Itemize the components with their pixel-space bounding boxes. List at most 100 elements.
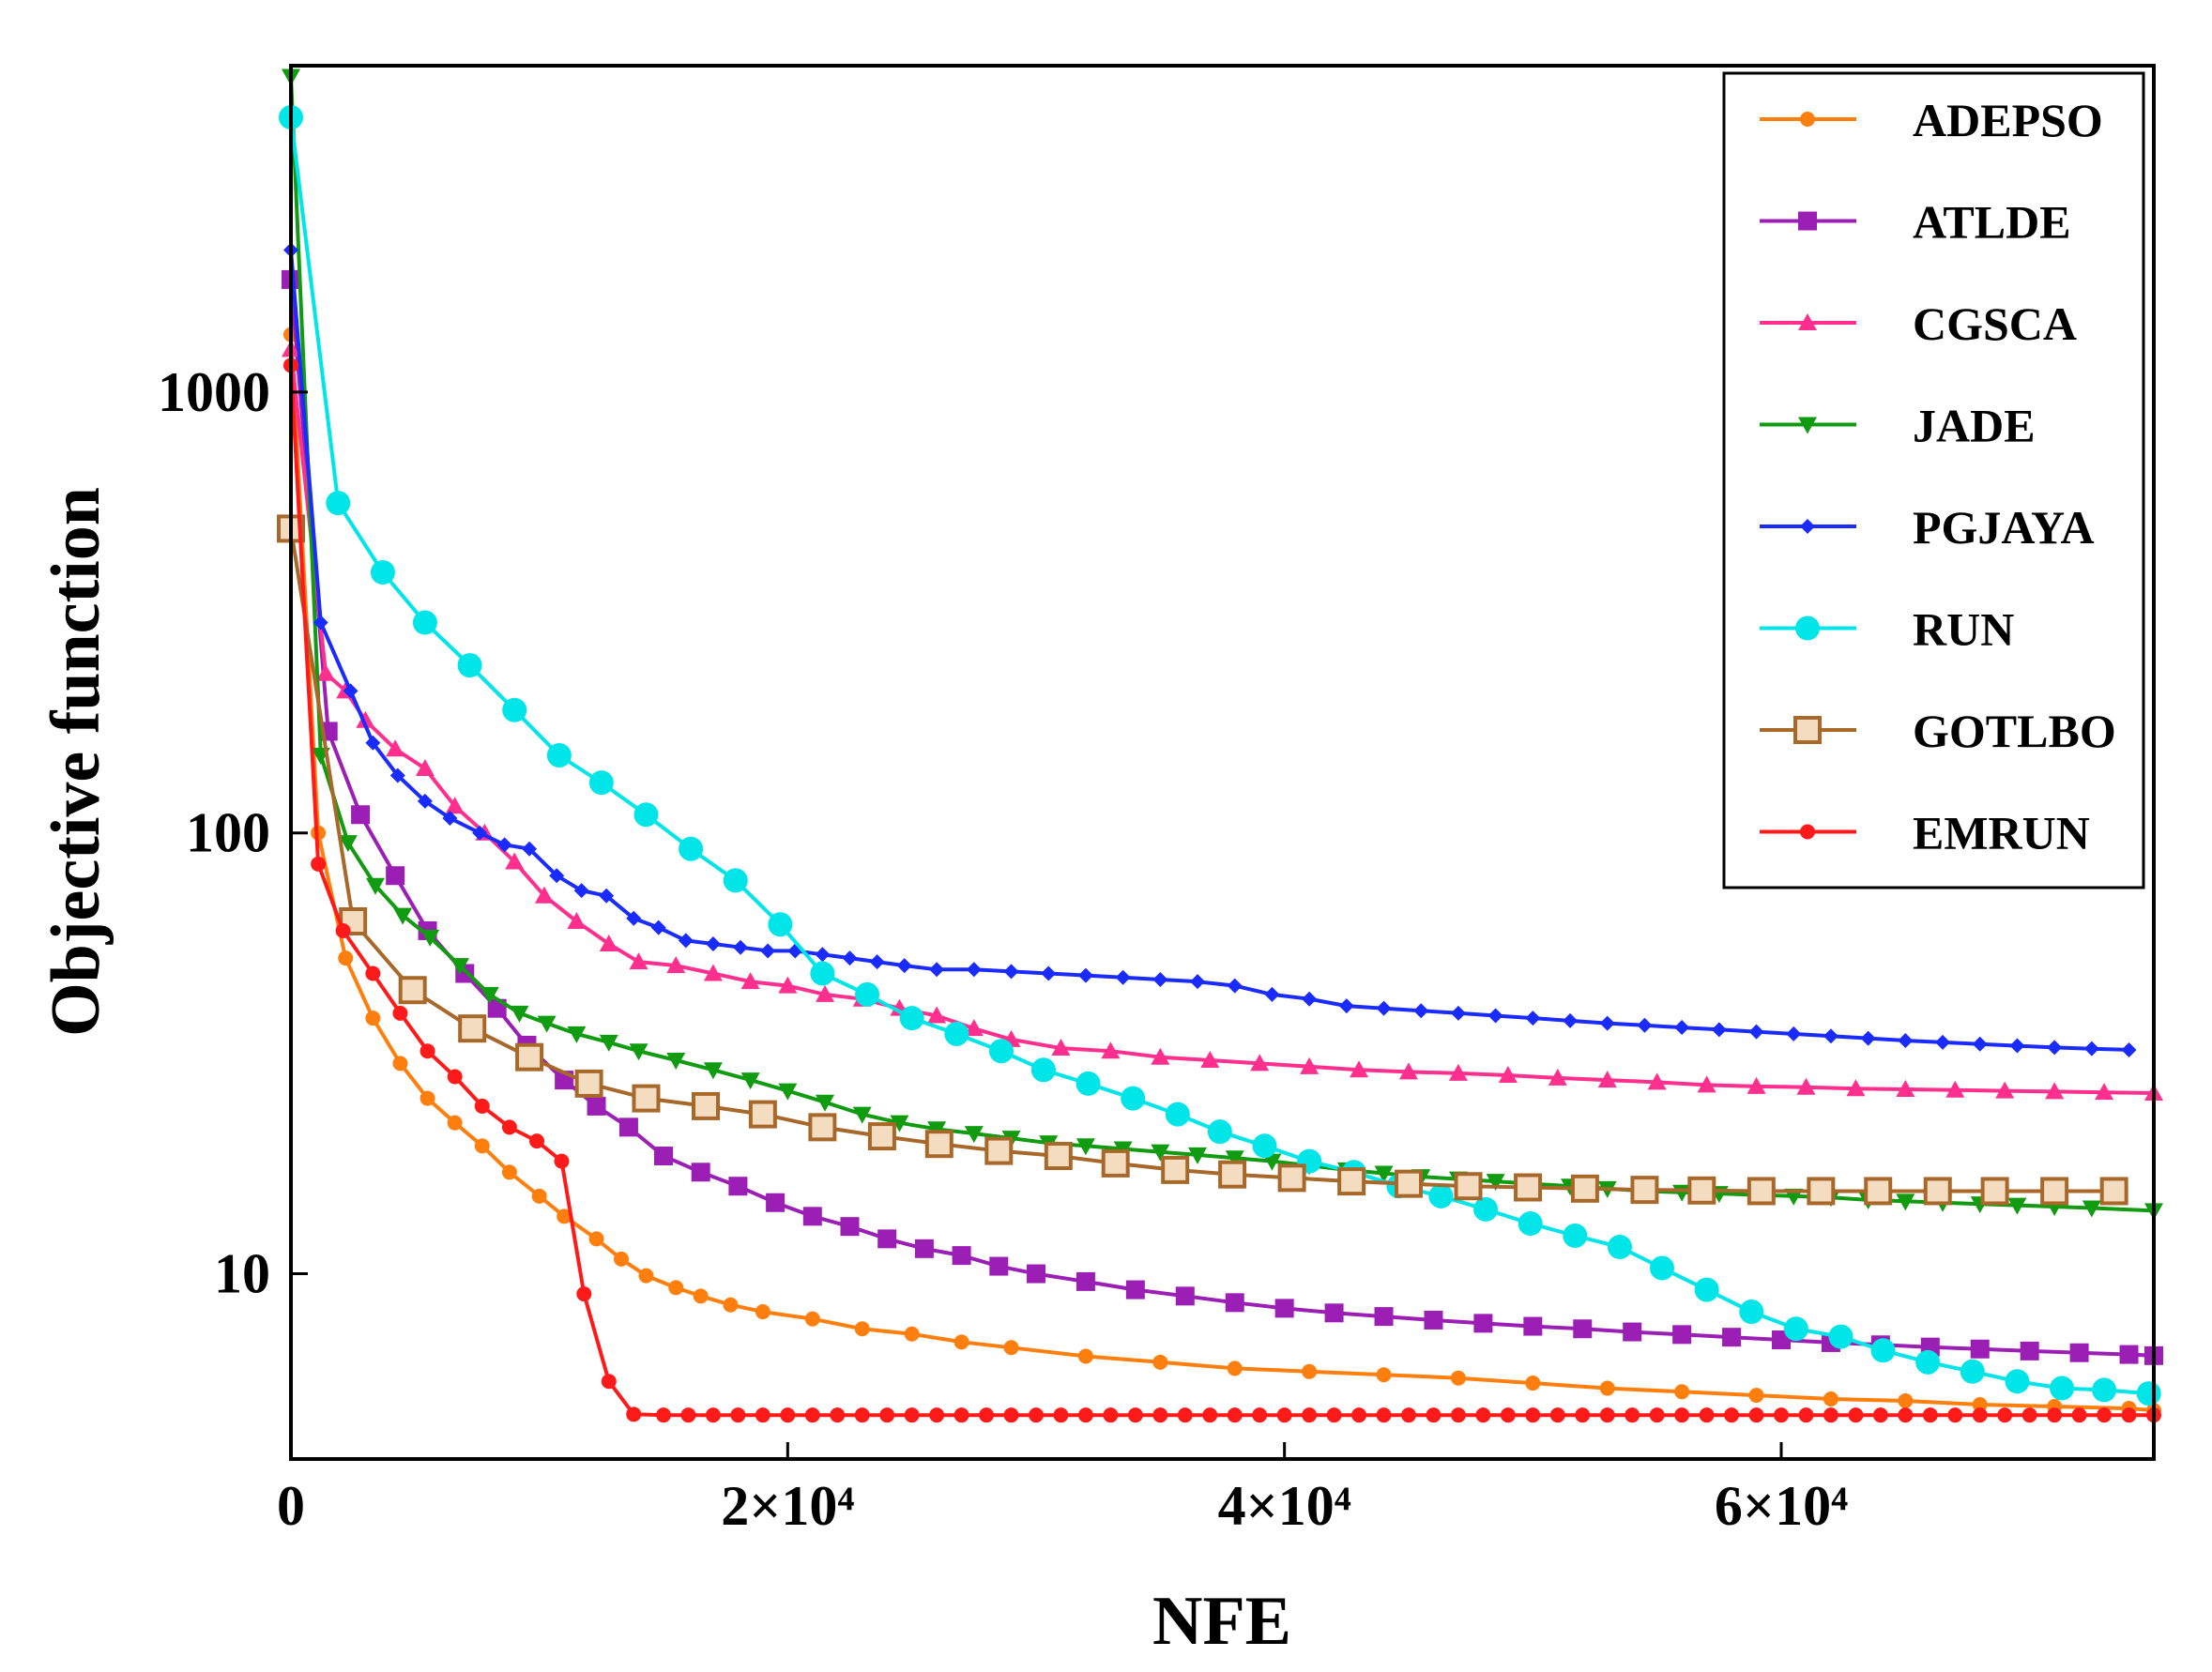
data-point-atlde-29	[1424, 1310, 1443, 1330]
data-point-emrun-70	[2047, 1407, 2063, 1423]
data-point-pgjaya-17	[733, 939, 749, 955]
data-point-atlde-28	[1374, 1307, 1394, 1327]
data-point-emrun-65	[1922, 1407, 1938, 1423]
data-point-jade-27	[1188, 1147, 1208, 1164]
data-point-cgsca-21	[964, 1019, 984, 1037]
data-point-jade-21	[964, 1126, 984, 1144]
data-point-gotlbo-8	[748, 1100, 777, 1129]
data-point-emrun-52	[1599, 1407, 1615, 1423]
data-point-cgsca-40	[1896, 1080, 1915, 1098]
data-point-cgsca-26	[1200, 1051, 1220, 1069]
data-point-cgsca-35	[1647, 1072, 1667, 1090]
data-point-adepso-5	[420, 1090, 435, 1106]
data-point-run-7	[588, 770, 614, 796]
series-cgsca	[282, 340, 2163, 1101]
data-point-atlde-15	[802, 1207, 822, 1226]
data-point-jade-18	[852, 1106, 872, 1124]
data-point-emrun-42	[1351, 1407, 1367, 1423]
data-point-run-14	[899, 1006, 924, 1031]
data-point-adepso-24	[1152, 1354, 1168, 1370]
data-point-gotlbo-22	[1570, 1174, 1599, 1203]
data-point-atlde-34	[1672, 1325, 1692, 1345]
data-point-jade-26	[1151, 1144, 1170, 1162]
data-point-cgsca-1	[316, 663, 336, 681]
data-point-atlde-25	[1225, 1293, 1244, 1313]
data-point-emrun-59	[1774, 1407, 1789, 1423]
data-point-jade-14	[703, 1062, 723, 1080]
legend-swatch-marker	[1798, 417, 1817, 434]
data-point-emrun-63	[1872, 1407, 1888, 1423]
data-point-pgjaya-5	[417, 793, 433, 809]
data-point-atlde-11	[654, 1147, 673, 1166]
data-point-pgjaya-7	[472, 825, 488, 841]
data-point-emrun-23	[879, 1407, 895, 1423]
data-point-emrun-46	[1450, 1407, 1466, 1423]
data-point-gotlbo-12	[984, 1136, 1014, 1165]
data-point-emrun-72	[2097, 1407, 2113, 1423]
data-point-atlde-24	[1175, 1286, 1195, 1306]
y-tick-label: 1000	[158, 361, 270, 423]
data-point-cgsca-25	[1151, 1047, 1170, 1065]
data-point-atlde-13	[728, 1177, 748, 1196]
data-point-emrun-61	[1823, 1407, 1838, 1423]
data-point-emrun-29	[1029, 1407, 1044, 1423]
data-point-pgjaya-50	[1898, 1033, 1914, 1049]
data-point-adepso-13	[638, 1268, 654, 1284]
data-point-atlde-30	[1473, 1314, 1493, 1333]
data-point-pgjaya-56	[2121, 1041, 2137, 1057]
data-point-cgsca-31	[1448, 1063, 1468, 1081]
data-point-jade-32	[1374, 1165, 1394, 1183]
data-point-pgjaya-41	[1563, 1012, 1579, 1028]
data-point-cgsca-20	[927, 1006, 947, 1024]
data-point-gotlbo-25	[1747, 1177, 1776, 1206]
data-point-adepso-25	[1227, 1360, 1243, 1376]
data-point-cgsca-39	[1846, 1079, 1866, 1097]
data-point-emrun-12	[601, 1374, 617, 1390]
data-point-adepso-33	[1823, 1391, 1838, 1406]
data-point-atlde-16	[840, 1217, 860, 1237]
data-point-cgsca-43	[2045, 1082, 2065, 1100]
data-point-cgsca-37	[1747, 1076, 1766, 1094]
data-point-run-16	[988, 1039, 1014, 1064]
data-point-emrun-53	[1625, 1407, 1640, 1423]
data-point-atlde-9	[587, 1096, 606, 1116]
data-point-run-40	[2050, 1376, 2075, 1401]
data-point-emrun-9	[529, 1133, 545, 1149]
data-point-gotlbo-27	[1864, 1177, 1893, 1206]
data-point-jade-15	[740, 1072, 760, 1090]
legend-label: CGSCA	[1913, 297, 2077, 350]
data-point-atlde-33	[1623, 1322, 1642, 1342]
data-point-pgjaya-31	[1190, 974, 1206, 990]
data-point-adepso-7	[474, 1138, 490, 1154]
data-point-emrun-19	[780, 1407, 796, 1423]
data-point-gotlbo-24	[1687, 1176, 1716, 1205]
data-point-run-12	[810, 961, 835, 986]
data-point-jade-29	[1262, 1153, 1282, 1171]
x-tick-label: 4×10⁴	[1218, 1475, 1351, 1537]
data-point-cgsca-11	[599, 935, 618, 952]
data-point-emrun-39	[1276, 1407, 1292, 1423]
data-point-gotlbo-11	[924, 1130, 953, 1159]
legend-swatch-marker	[1795, 616, 1820, 641]
data-point-cgsca-4	[386, 739, 405, 757]
data-point-pgjaya-2	[343, 683, 358, 699]
data-point-run-10	[723, 868, 748, 893]
data-point-pgjaya-15	[678, 933, 694, 949]
data-point-cgsca-6	[445, 797, 465, 814]
data-point-cgsca-13	[666, 956, 686, 974]
data-point-pgjaya-27	[1041, 965, 1057, 981]
data-point-jade-28	[1225, 1150, 1244, 1168]
data-point-atlde-41	[2020, 1341, 2039, 1360]
data-point-adepso-22	[1003, 1340, 1019, 1356]
data-point-gotlbo-21	[1514, 1173, 1543, 1202]
data-point-adepso-8	[501, 1164, 517, 1180]
data-point-emrun-60	[1798, 1407, 1814, 1423]
x-axis-title: NFE	[1152, 1583, 1291, 1660]
data-point-atlde-22	[1075, 1271, 1095, 1291]
data-point-run-19	[1121, 1086, 1146, 1111]
data-point-adepso-29	[1525, 1376, 1541, 1391]
data-point-cgsca-42	[1995, 1081, 2015, 1099]
data-point-run-28	[1518, 1211, 1543, 1237]
data-point-run-13	[855, 981, 880, 1007]
data-point-emrun-26	[953, 1407, 969, 1423]
